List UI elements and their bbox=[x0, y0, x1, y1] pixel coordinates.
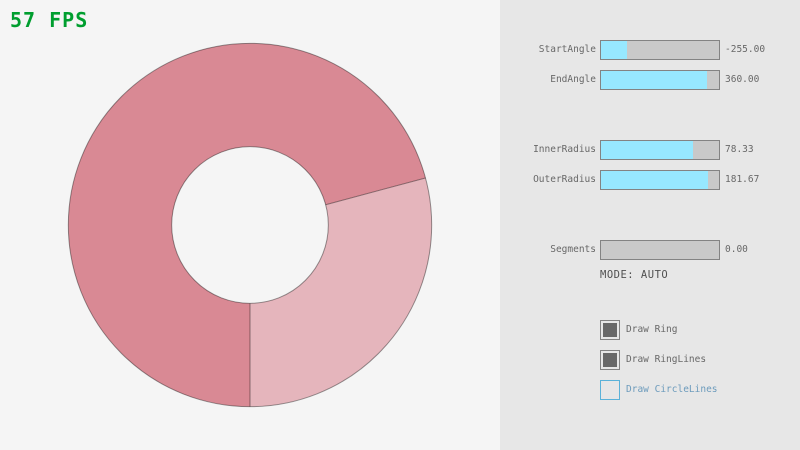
slider-row-endangle: EndAngle 360.00 bbox=[500, 70, 800, 90]
checkbox-label: Draw CircleLines bbox=[626, 384, 718, 395]
outerradius-slider-fill bbox=[601, 171, 709, 189]
endangle-slider-fill bbox=[601, 71, 708, 89]
segments-label: Segments bbox=[550, 244, 596, 255]
endangle-value: 360.00 bbox=[725, 74, 760, 85]
slider-row-segments: Segments 0.00 bbox=[500, 240, 800, 260]
checkbox-box[interactable] bbox=[600, 350, 620, 370]
innerradius-value: 78.33 bbox=[725, 144, 754, 155]
outerradius-label: OuterRadius bbox=[533, 174, 596, 185]
slider-row-startangle: StartAngle -255.00 bbox=[500, 40, 800, 60]
mode-status-text: MODE: AUTO bbox=[600, 269, 669, 281]
slider-row-outerradius: OuterRadius 181.67 bbox=[500, 170, 800, 190]
endangle-slider[interactable] bbox=[600, 70, 720, 90]
innerradius-slider[interactable] bbox=[600, 140, 720, 160]
startangle-value: -255.00 bbox=[725, 44, 766, 55]
innerradius-label: InnerRadius bbox=[533, 144, 596, 155]
ring-sector-single bbox=[250, 177, 432, 407]
segments-value: 0.00 bbox=[725, 244, 748, 255]
checkbox-box[interactable] bbox=[600, 320, 620, 340]
fps-counter: 57 FPS bbox=[10, 8, 89, 32]
ring-lines bbox=[67, 42, 433, 408]
slider-row-innerradius: InnerRadius 78.33 bbox=[500, 140, 800, 160]
checkbox-label: Draw RingLines bbox=[626, 354, 707, 365]
endangle-label: EndAngle bbox=[550, 74, 596, 85]
checkbox-label: Draw Ring bbox=[626, 324, 678, 335]
control-panel: StartAngle -255.00 EndAngle 360.00 Inner… bbox=[500, 0, 800, 450]
startangle-slider-fill bbox=[601, 41, 627, 59]
outerradius-value: 181.67 bbox=[725, 174, 760, 185]
ring-canvas bbox=[67, 42, 433, 408]
outerradius-slider[interactable] bbox=[600, 170, 720, 190]
checkbox-box[interactable] bbox=[600, 380, 620, 400]
segments-slider[interactable] bbox=[600, 240, 720, 260]
innerradius-slider-fill bbox=[601, 141, 694, 159]
ring-sector-overlap bbox=[68, 43, 426, 407]
startangle-slider[interactable] bbox=[600, 40, 720, 60]
startangle-label: StartAngle bbox=[538, 44, 596, 55]
